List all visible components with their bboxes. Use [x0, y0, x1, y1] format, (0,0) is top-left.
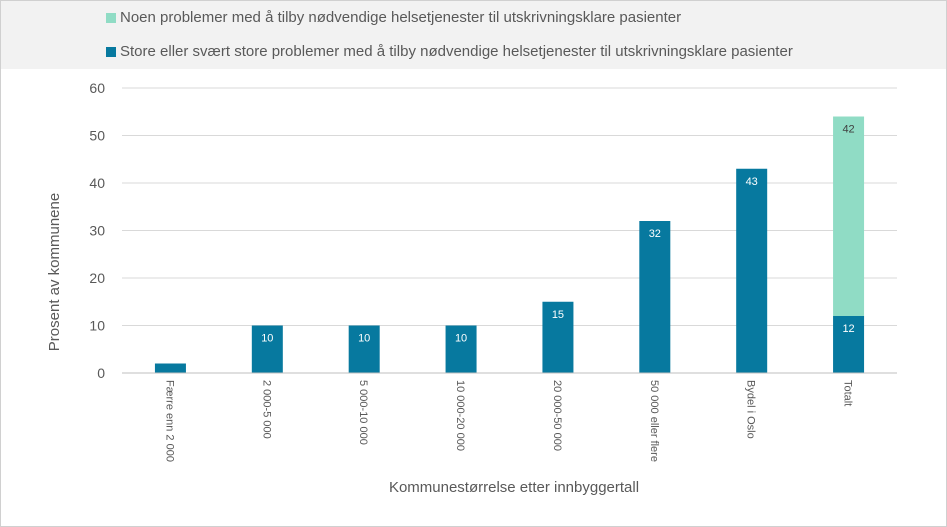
bar-data-label: 43 [746, 176, 758, 188]
bar-store-problemer [736, 168, 768, 373]
x-tick-label: 2 000-5 000 [260, 380, 272, 439]
y-axis-title: Prosent av kommunene [46, 193, 63, 351]
y-tick-label: 10 [89, 318, 105, 334]
y-tick-label: 30 [89, 223, 105, 239]
bar-store-problemer [639, 221, 671, 373]
bar-data-label: 15 [552, 309, 564, 321]
bar-data-label: 12 [842, 323, 854, 335]
y-tick-label: 40 [89, 175, 105, 191]
legend-label-noen-problemer: Noen problemer med å tilby nødvendige he… [120, 9, 682, 26]
legend-item-store-problemer: Store eller svært store problemer med å … [106, 43, 793, 60]
legend-swatch-store-problemer [106, 46, 116, 57]
x-tick-label: Færre enn 2 000 [163, 380, 175, 462]
bar-store-problemer [833, 316, 865, 373]
bar-noen-problemer [833, 116, 865, 316]
bar-store-problemer [348, 325, 380, 373]
y-tick-label: 0 [97, 365, 105, 381]
legend-item-noen-problemer: Noen problemer med å tilby nødvendige he… [106, 9, 681, 26]
x-tick-label: 10 000-20 000 [454, 380, 466, 451]
x-tick-label: 50 000 eller flere [648, 380, 660, 462]
x-axis-title: Kommunestørrelse etter innbyggertall [389, 479, 639, 496]
bar-store-problemer [251, 325, 283, 373]
x-tick-label: Totalt [842, 380, 854, 406]
y-tick-label: 60 [89, 80, 105, 96]
bar-data-label: 10 [455, 333, 467, 345]
y-tick-label: 50 [89, 128, 105, 144]
bar-store-problemer [542, 301, 574, 373]
bar-data-label: 42 [842, 124, 854, 136]
bar-store-problemer [445, 325, 477, 373]
bar-data-label: 10 [261, 333, 273, 345]
bar-data-label: 32 [649, 228, 661, 240]
legend: Noen problemer med å tilby nødvendige he… [1, 1, 946, 69]
x-tick-label: 20 000-50 000 [551, 380, 563, 451]
legend-swatch-noen-problemer [106, 12, 116, 23]
y-tick-label: 20 [89, 270, 105, 286]
bar-data-label: 10 [358, 333, 370, 345]
bar-store-problemer [154, 363, 186, 373]
x-tick-label: Bydel i Oslo [745, 380, 757, 439]
x-tick-label: 5 000-10 000 [357, 380, 369, 445]
legend-label-store-problemer: Store eller svært store problemer med å … [120, 43, 793, 60]
